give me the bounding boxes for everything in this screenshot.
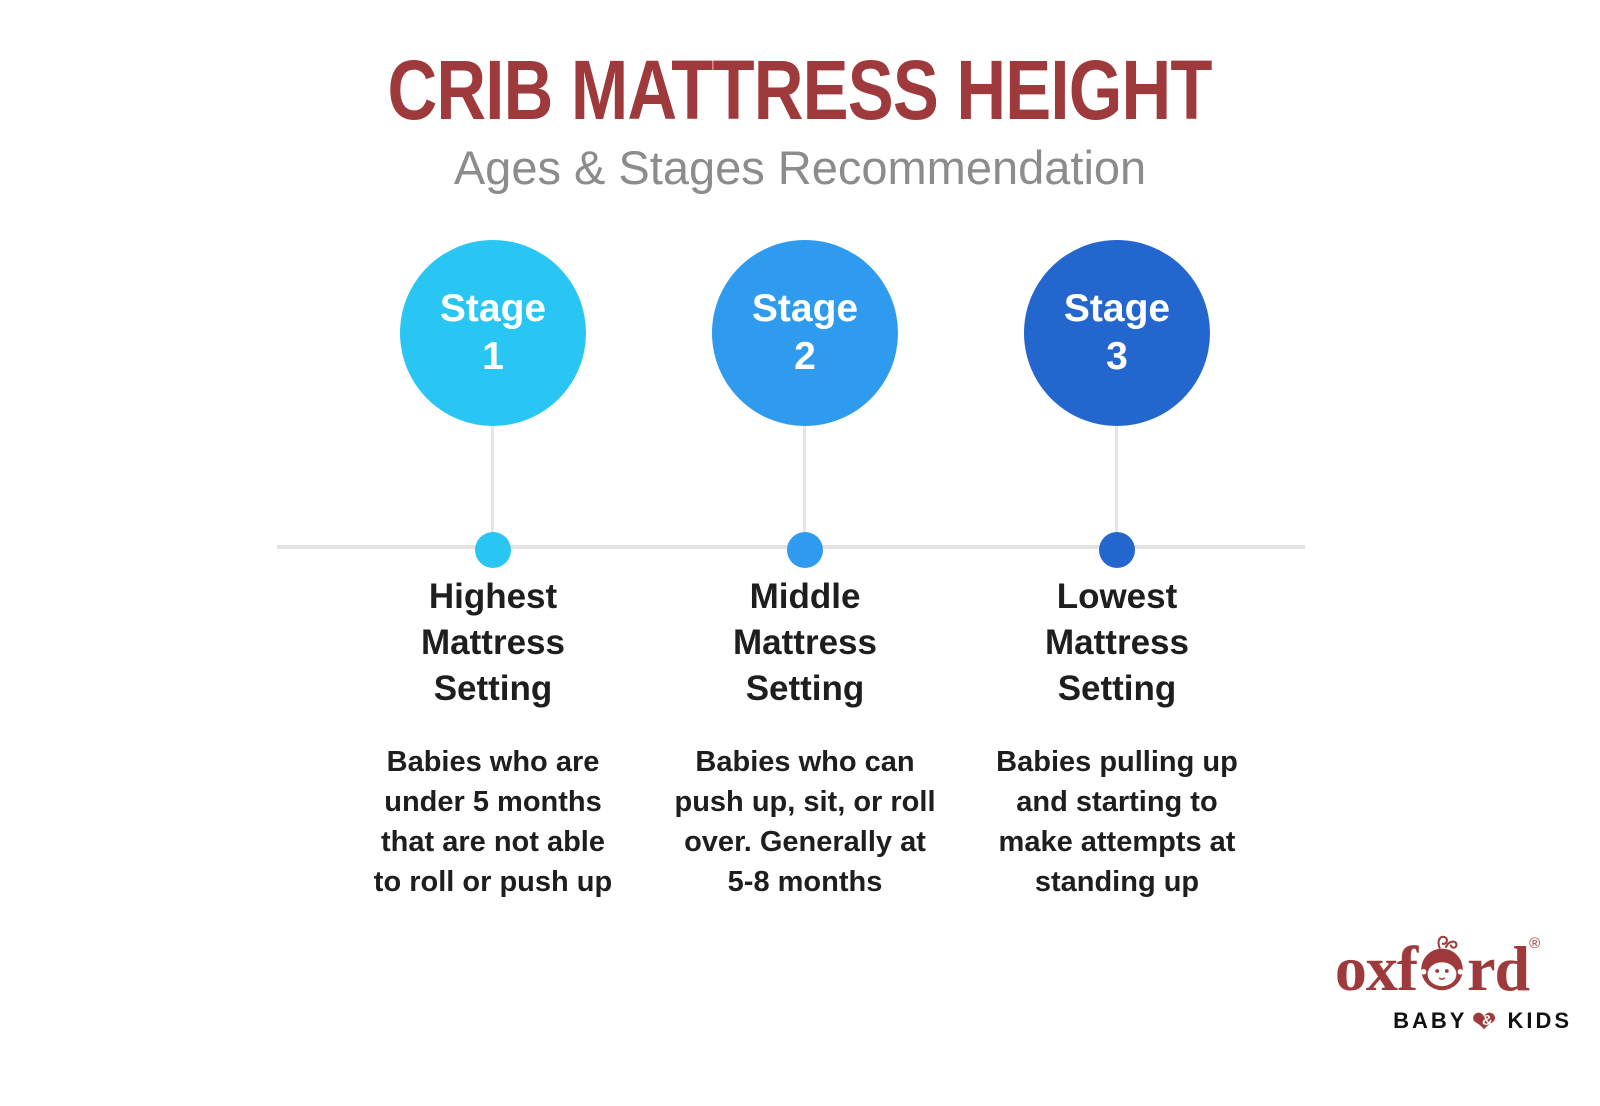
description-line: Babies who can (695, 746, 915, 778)
heading-line: Highest (428, 577, 558, 616)
stage-3-connector-line (1115, 426, 1118, 548)
stage-3-description: Babies pulling up and starting to make a… (957, 742, 1277, 902)
description-line: and starting to (1016, 786, 1218, 818)
stage-2-heading: Middle Mattress Setting (695, 574, 915, 712)
stage-2-circle: Stage 2 (712, 240, 898, 426)
stage-1-description: Babies who are under 5 months that are n… (333, 742, 653, 902)
stage-1-connector-line (491, 426, 494, 548)
logo-kids-text: KIDS (1507, 1008, 1572, 1033)
heading-line: Setting (1057, 669, 1177, 708)
heading-line: Setting (745, 669, 865, 708)
page-subtitle: Ages & Stages Recommendation (453, 141, 1147, 194)
stage-1-circle: Stage 1 (400, 240, 586, 426)
heart-icon: ❤ & (1471, 1007, 1503, 1041)
wordmark-suffix: rd (1467, 933, 1530, 1004)
description-line: Babies pulling up (996, 746, 1238, 778)
heading-line: Lowest (1056, 577, 1178, 616)
description-line: under 5 months (384, 786, 602, 818)
description-line: Babies who are (386, 746, 600, 778)
ampersand: & (1482, 1012, 1493, 1029)
stage-3-label: Stage (1063, 287, 1171, 331)
stage-2-timeline-dot (787, 532, 823, 568)
heading-line: Setting (433, 669, 553, 708)
stage-3-heading: Lowest Mattress Setting (1007, 574, 1227, 712)
description-line: standing up (1034, 866, 1200, 898)
stage-2-label: Stage (751, 287, 859, 331)
wordmark-prefix: oxf (1334, 933, 1418, 1004)
heading-line: Mattress (1045, 623, 1189, 662)
description-line: push up, sit, or roll (674, 786, 936, 818)
stage-3-timeline-dot (1099, 532, 1135, 568)
description-line: that are not able (381, 826, 605, 858)
heading-line: Middle (749, 577, 861, 616)
stage-3-circle: Stage 3 (1024, 240, 1210, 426)
stage-2-description: Babies who can push up, sit, or roll ove… (645, 742, 965, 902)
stage-1-heading: Highest Mattress Setting (383, 574, 603, 712)
stage-1-timeline-dot (475, 532, 511, 568)
page-title-wrap: CRIB MATTRESS HEIGHT (0, 42, 1600, 139)
heading-line: Mattress (733, 623, 877, 662)
oxford-wordmark: oxf rd ® (1292, 934, 1582, 1001)
stage-1-number: 1 (482, 335, 504, 378)
description-line: make attempts at (998, 826, 1236, 858)
page-title: CRIB MATTRESS HEIGHT (387, 43, 1213, 137)
stage-2-connector-line (803, 426, 806, 548)
stage-1-label: Stage (439, 287, 547, 331)
logo-subline: BABY ❤ & KIDS (1292, 1001, 1582, 1041)
logo-baby-text: BABY (1393, 1008, 1468, 1033)
stage-3-number: 3 (1106, 335, 1128, 378)
registered-mark: ® (1529, 935, 1540, 952)
baby-face-icon (1418, 934, 1466, 1003)
description-line: to roll or push up (373, 866, 613, 898)
stage-2-number: 2 (794, 335, 816, 378)
description-line: 5-8 months (727, 866, 883, 898)
heading-line: Mattress (421, 623, 565, 662)
brand-logo: oxf rd ® BABY ❤ & (1292, 934, 1582, 1041)
description-line: over. Generally at (684, 826, 926, 858)
